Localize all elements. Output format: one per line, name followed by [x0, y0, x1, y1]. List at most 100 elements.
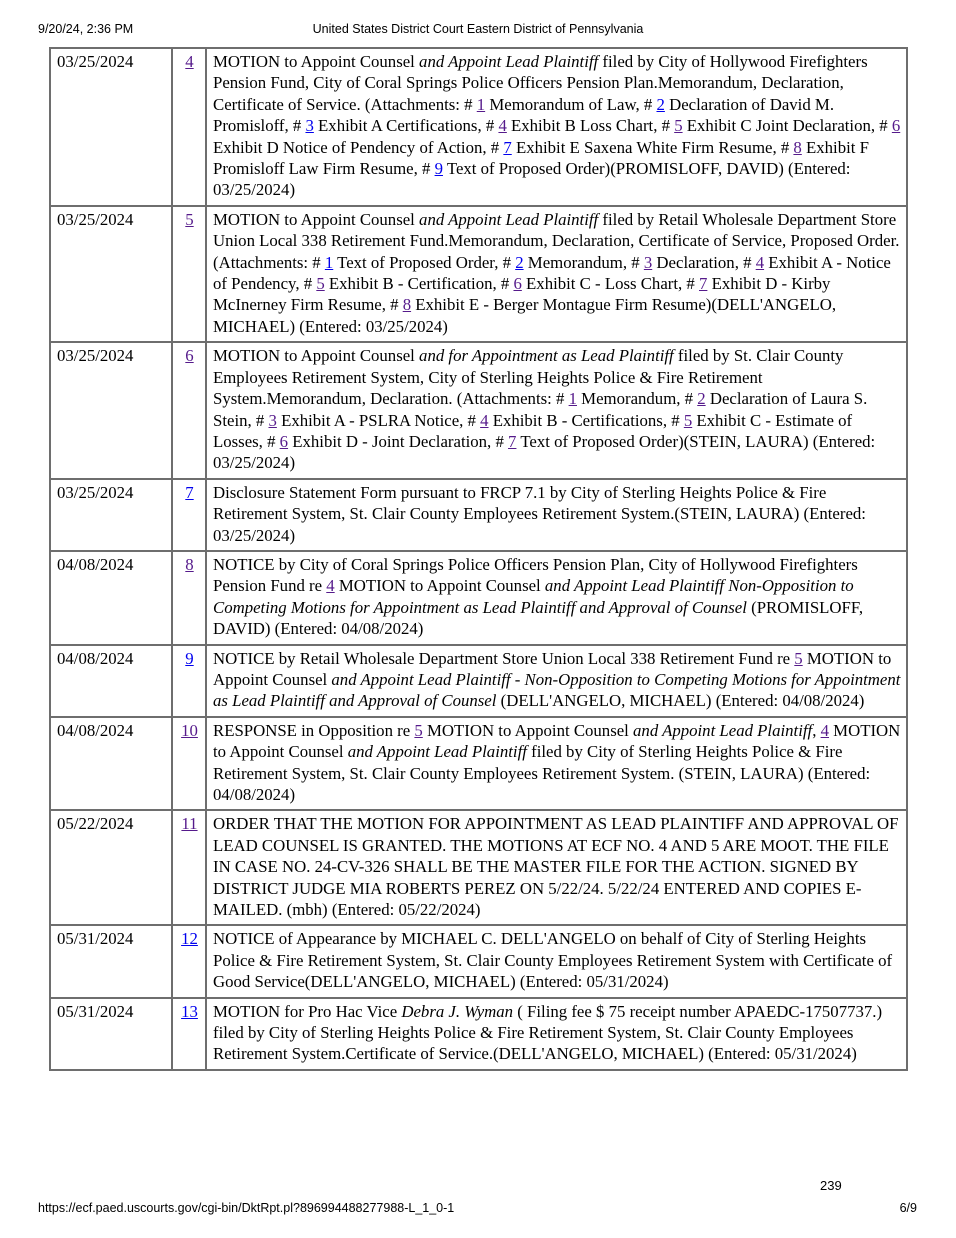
docket-text: MOTION for Pro Hac Vice: [213, 1001, 402, 1021]
docket-text: filed by St. Clair County Employees Reti…: [213, 346, 844, 409]
attachment-link[interactable]: 2: [656, 94, 665, 114]
docket-text-italic: and Appoint Lead Plaintiff Non-Oppositio…: [213, 576, 854, 617]
docket-number-link[interactable]: 7: [185, 482, 194, 502]
docket-text-italic: and Appoint Lead Plaintiff - Non-Opposit…: [213, 669, 901, 711]
docket-text: Exhibit A Certifications, #: [313, 116, 499, 136]
docket-number-link[interactable]: 8: [185, 554, 194, 574]
docket-text: Exhibit D Notice of Pendency of Action, …: [213, 137, 504, 157]
docket-row: 04/08/2024 9 NOTICE by Retail Wholesale De…: [50, 644, 907, 717]
attachment-link[interactable]: 5: [674, 116, 683, 136]
docket-row: 03/25/2024 4 MOTION to Appoint Counsel and…: [50, 48, 907, 206]
attachment-link[interactable]: 6: [891, 116, 901, 136]
docket-text-cell: NOTICE of Appearance by MICHAEL C. DELL'…: [206, 925, 907, 998]
docket-text-cell: NOTICE by City of Coral Springs Police O…: [206, 550, 907, 645]
attachment-link[interactable]: 5: [316, 274, 325, 294]
docket-table-body: 03/25/2024 4 MOTION to Appoint Counsel and…: [50, 48, 907, 1070]
attachment-link[interactable]: 9: [434, 159, 443, 179]
docket-text: Memorandum of Law, #: [485, 94, 657, 114]
docket-text-cell: RESPONSE in Opposition re 5 MOTION to Ap…: [206, 716, 907, 811]
docket-number-link[interactable]: 6: [185, 346, 194, 366]
attachment-link[interactable]: 1: [324, 252, 334, 272]
docket-row: 03/25/2024 5 MOTION to Appoint Counsel and…: [50, 205, 907, 343]
attachment-link[interactable]: 8: [793, 137, 802, 157]
attachment-link[interactable]: 1: [476, 94, 486, 114]
attachment-link[interactable]: 5: [414, 720, 423, 740]
attachment-link[interactable]: 3: [305, 116, 314, 136]
print-header: 9/20/24, 2:36 PM United States District …: [0, 22, 956, 38]
footer-url: https://ecf.paed.uscourts.gov/cgi-bin/Dk…: [38, 1201, 455, 1215]
print-timestamp: 9/20/24, 2:36 PM: [38, 22, 134, 36]
attachment-link[interactable]: 4: [820, 720, 829, 740]
docket-text-cell: ORDER THAT THE MOTION FOR APPOINTMENT AS…: [206, 810, 907, 926]
docket-text: MOTION to Appoint Counsel: [422, 720, 634, 740]
docket-text: filed by City of Hollywood Firefighters …: [213, 52, 868, 114]
docket-text-italic: and Appoint Lead Plaintiff: [419, 209, 599, 229]
docket-number-cell: 4: [172, 48, 206, 206]
docket-text-cell: NOTICE by Retail Wholesale Department St…: [206, 644, 907, 717]
attachment-link[interactable]: 5: [683, 410, 693, 430]
docket-number-link[interactable]: 9: [185, 648, 194, 668]
docket-text: RESPONSE in Opposition re: [213, 720, 415, 740]
docket-number-cell: 12: [172, 925, 206, 998]
date-filed-cell: 03/25/2024: [50, 478, 172, 551]
docket-text: ( Filing fee $ 75 receipt number APAEDC-…: [213, 1001, 883, 1064]
docket-number-cell: 8: [172, 550, 206, 645]
docket-text: filed by City of Sterling Heights Police…: [213, 742, 871, 804]
attachment-link[interactable]: 2: [697, 389, 706, 409]
docket-number-cell: 9: [172, 644, 206, 717]
page-title: United States District Court Eastern Dis…: [312, 22, 644, 36]
docket-text-cell: MOTION to Appoint Counsel and for Appoin…: [206, 342, 907, 479]
date-filed-cell: 05/22/2024: [50, 810, 172, 926]
docket-number-cell: 5: [172, 205, 206, 343]
attachment-link[interactable]: 4: [498, 116, 507, 136]
date-filed-cell: 03/25/2024: [50, 205, 172, 343]
docket-text: Exhibit B - Certifications, #: [488, 410, 684, 430]
docket-text: Exhibit D - Joint Declaration, #: [288, 431, 509, 451]
docket-text-cell: MOTION to Appoint Counsel and Appoint Le…: [206, 48, 907, 206]
attachment-link[interactable]: 7: [503, 137, 512, 157]
attachment-link[interactable]: 1: [568, 389, 577, 409]
date-filed-cell: 04/08/2024: [50, 644, 172, 717]
docket-text: Exhibit E - Berger Montague Firm Resume)…: [213, 295, 837, 336]
docket-text: Exhibit A - Notice of Pendency, #: [213, 252, 891, 294]
docket-text: Exhibit C - Loss Chart, #: [521, 274, 699, 294]
docket-text-italic: and for Appointment as Lead Plaintiff: [419, 346, 674, 366]
attachment-link[interactable]: 8: [402, 295, 412, 315]
docket-text: Exhibit B Loss Chart, #: [506, 116, 675, 136]
docket-text: Exhibit A - PSLRA Notice, #: [276, 410, 481, 430]
docket-number-link[interactable]: 5: [185, 209, 194, 229]
date-filed-cell: 05/31/2024: [50, 997, 172, 1070]
attachment-link[interactable]: 4: [480, 410, 489, 430]
date-filed-cell: 03/25/2024: [50, 48, 172, 206]
attachment-link[interactable]: 4: [326, 576, 335, 596]
attachment-link[interactable]: 7: [508, 431, 517, 451]
document-page-number: 239: [820, 1178, 842, 1193]
docket-table: 03/25/2024 4 MOTION to Appoint Counsel and…: [49, 47, 908, 1071]
docket-number-link[interactable]: 4: [185, 52, 194, 71]
docket-number-cell: 6: [172, 342, 206, 479]
docket-text-italic: Debra J. Wyman: [401, 1001, 514, 1021]
docket-text: Declaration, #: [652, 252, 756, 272]
docket-number-link[interactable]: 13: [181, 1001, 198, 1021]
docket-text: Exhibit F Promisloff Law Firm Resume, #: [213, 137, 869, 179]
docket-text: Exhibit E Saxena White Firm Resume, #: [511, 137, 794, 157]
attachment-link[interactable]: 2: [515, 252, 524, 272]
attachment-link[interactable]: 6: [513, 274, 522, 294]
docket-text: Text of Proposed Order)(STEIN, LAURA) (E…: [213, 431, 876, 473]
docket-text-italic: and Appoint Lead Plaintiff: [347, 742, 527, 762]
docket-row: 05/31/2024 13 MOTION for Pro Hac Vice Debr…: [50, 997, 907, 1070]
attachment-link[interactable]: 3: [643, 252, 653, 272]
docket-text: MOTION to Appoint Counsel: [213, 720, 901, 762]
docket-number-link[interactable]: 12: [181, 929, 198, 949]
docket-text: MOTION to Appoint Counsel: [213, 209, 420, 229]
docket-number-link[interactable]: 11: [181, 814, 198, 834]
docket-number-link[interactable]: 10: [181, 720, 198, 740]
date-filed-cell: 04/08/2024: [50, 550, 172, 645]
attachment-link[interactable]: 3: [268, 410, 277, 430]
attachment-link[interactable]: 7: [699, 274, 708, 294]
attachment-link[interactable]: 4: [755, 252, 765, 272]
docket-row: 04/08/2024 8 NOTICE by City of Coral Sprin…: [50, 550, 907, 645]
docket-row: 04/08/2024 10 RESPONSE in Opposition re 5 …: [50, 716, 907, 811]
attachment-link[interactable]: 5: [794, 648, 803, 668]
attachment-link[interactable]: 6: [279, 431, 289, 451]
